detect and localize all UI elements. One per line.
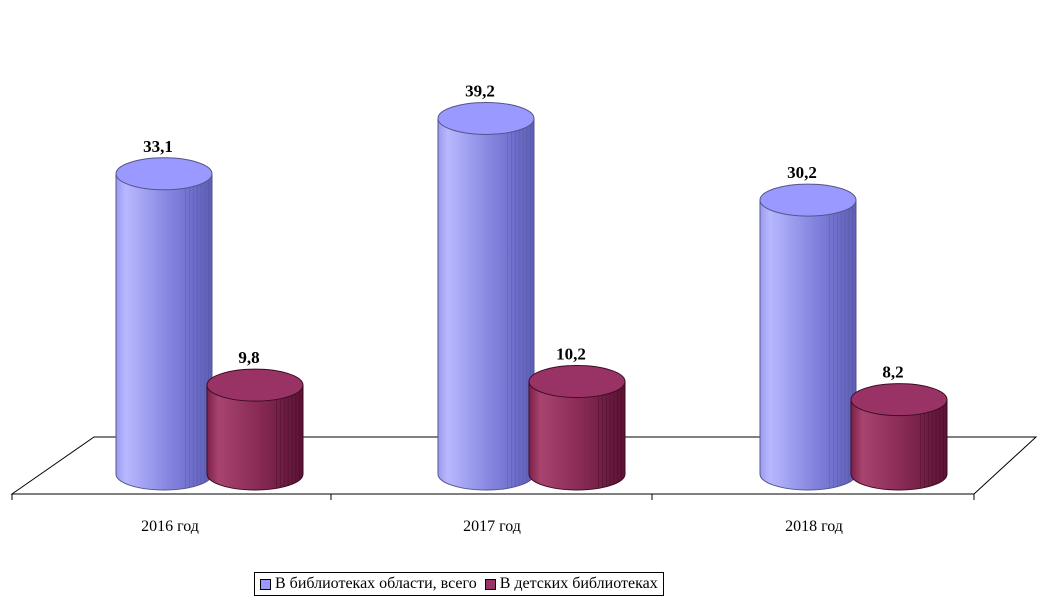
data-labels: 33,1 9,8 39,2 10,2 30,2 8,2 [143, 81, 904, 381]
bar-s1-3 [759, 183, 857, 491]
bar-s2-3 [850, 383, 948, 491]
x-tick-label-1: 2016 год [141, 518, 199, 535]
bar-s1-2 [437, 101, 535, 491]
legend-item-series-1: В библиотеках области, всего [260, 575, 477, 593]
data-label-s2-1: 9,8 [238, 348, 259, 367]
data-label-s1-3: 30,2 [787, 163, 817, 182]
bar-s1-1 [115, 157, 213, 491]
data-label-s1-1: 33,1 [143, 137, 173, 156]
x-tick-label-3: 2018 год [785, 518, 843, 535]
data-label-s2-2: 10,2 [556, 344, 586, 363]
bar-s2-1 [206, 368, 304, 491]
x-axis-labels: 2016 год 2017 год 2018 год [141, 518, 843, 535]
data-label-s2-3: 8,2 [882, 363, 903, 382]
legend-item-series-2: В детских библиотеках [484, 575, 658, 593]
x-tick-label-2: 2017 год [463, 518, 521, 535]
x-axis-ticks [11, 494, 975, 500]
legend: В библиотеках области, всего В детских б… [254, 572, 664, 596]
bar-s2-2 [528, 364, 626, 491]
legend-swatch-series-1 [260, 578, 271, 590]
legend-swatch-series-2 [484, 578, 496, 590]
chart-floor [10, 436, 1038, 495]
legend-label-series-2: В детских библиотеках [499, 575, 658, 592]
bars [115, 101, 948, 491]
data-label-s1-2: 39,2 [465, 81, 495, 100]
legend-label-series-1: В библиотеках области, всего [275, 575, 477, 592]
